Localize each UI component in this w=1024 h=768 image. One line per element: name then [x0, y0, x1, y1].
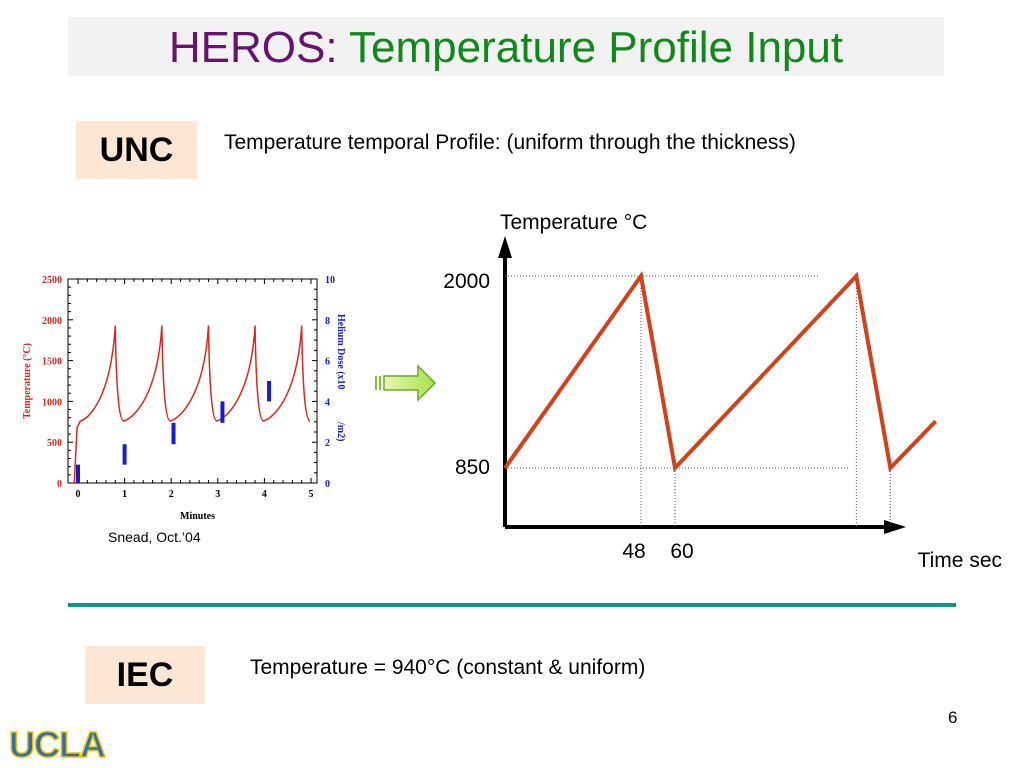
y-axis-arrowhead — [498, 236, 512, 258]
x-tick-label: 3 — [215, 489, 220, 500]
y2-tick-label: 2 — [325, 438, 330, 449]
title-heros: HEROS: — [168, 23, 338, 72]
x-tick-label: 1 — [122, 489, 127, 500]
iec-description: Temperature = 940°C (constant & uniform) — [250, 656, 646, 679]
x-tick-label: 48 — [622, 540, 645, 563]
x-axis-arrowhead — [884, 520, 906, 534]
y-tick-label: 500 — [47, 438, 62, 449]
y2-tick-label: 8 — [325, 316, 330, 327]
y-tick-label: 2000 — [443, 270, 490, 293]
section-divider — [68, 603, 956, 607]
helium-dose-bar — [122, 444, 127, 465]
right-arrow-icon — [375, 364, 437, 402]
slide-title: HEROS: Temperature Profile Input — [68, 17, 944, 76]
x-tick-label: 0 — [76, 489, 81, 500]
y2-tick-label: 0 — [325, 479, 330, 490]
unc-badge: UNC — [76, 121, 197, 179]
x-axis-label: Time sec — [918, 549, 1002, 572]
iec-badge: IEC — [85, 646, 205, 704]
x-tick-label: 5 — [309, 489, 314, 500]
page-number: 6 — [948, 708, 958, 727]
y2-tick-label: 4 — [325, 397, 330, 408]
unc-description: Temperature temporal Profile: (uniform t… — [224, 131, 796, 154]
y-tick-label: 2000 — [42, 316, 62, 327]
y-axis-label: Temperature °C — [500, 211, 647, 234]
x-tick-label: 2 — [169, 489, 174, 500]
helium-dose-bar — [171, 422, 176, 445]
y-tick-label: 1500 — [42, 357, 62, 368]
y-tick-label: 2500 — [42, 275, 62, 286]
ucla-logo: UCLA — [8, 723, 106, 766]
x-tick-label: 4 — [262, 489, 267, 500]
y-tick-label: 0 — [57, 479, 62, 490]
x-tick-label: 60 — [670, 540, 693, 563]
y-tick-label: 1000 — [42, 397, 62, 408]
temperature-profile-chart: Temperature °C 2000 850 48 60 Time sec — [443, 211, 1002, 572]
helium-dose-bar — [267, 381, 272, 402]
small-temperature-dose-chart: 0 1 2 3 4 5050010001500200025000246810Minutes… — [22, 275, 348, 522]
y2-axis-label: Helium Dose (x10 — [335, 314, 346, 390]
helium-dose-bar — [220, 401, 225, 423]
y-axis-label: Temperature (°C) — [22, 343, 33, 419]
y2-tick-label: 6 — [325, 357, 330, 368]
temperature-curve — [73, 325, 311, 484]
y2-axis-label-unit: /m2) — [335, 421, 346, 441]
y2-tick-label: 10 — [325, 275, 335, 286]
helium-dose-bar — [76, 464, 80, 483]
y-tick-label: 850 — [455, 456, 490, 479]
y2-axis-label-exponent: 18 — [346, 412, 348, 420]
temperature-profile-line — [503, 270, 938, 473]
x-axis-label: Minutes — [180, 511, 215, 522]
title-main: Temperature Profile Input — [349, 23, 844, 72]
chart-credit: Snead, Oct.’04 — [108, 529, 201, 545]
